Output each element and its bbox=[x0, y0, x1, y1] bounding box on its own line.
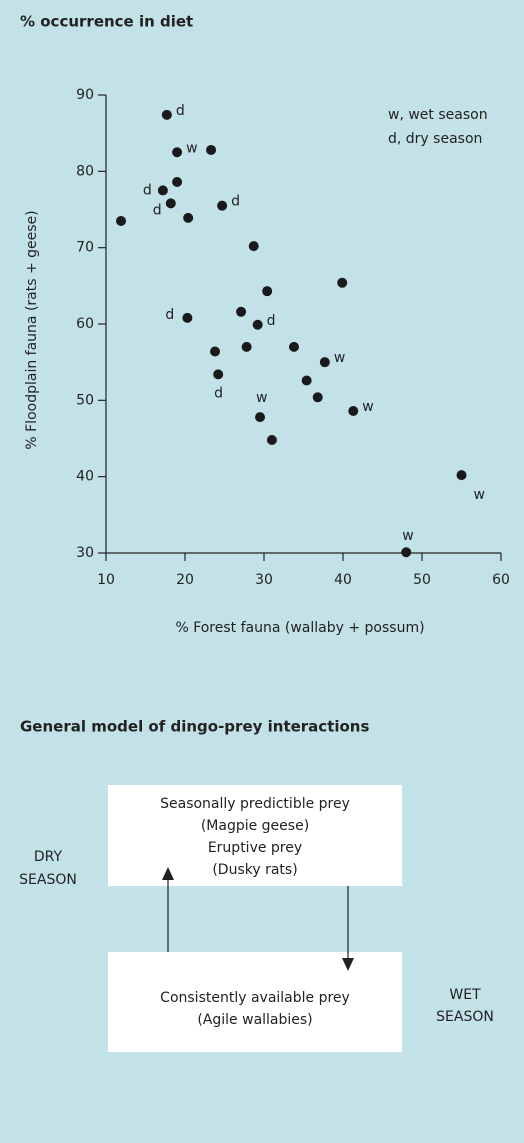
point bbox=[248, 241, 259, 252]
box-text: (Dusky rats) bbox=[212, 862, 297, 878]
point bbox=[255, 412, 266, 423]
x-tick-label: 60 bbox=[492, 572, 510, 588]
box-text: Seasonally predictible prey bbox=[160, 796, 350, 812]
season-label: SEASON bbox=[436, 1009, 494, 1025]
point bbox=[289, 341, 300, 352]
point bbox=[301, 375, 312, 386]
x-tick-label: 40 bbox=[334, 572, 352, 588]
y-tick-label: 30 bbox=[76, 545, 94, 561]
chart-title: % occurrence in diet bbox=[20, 13, 193, 31]
season-label: SEASON bbox=[19, 872, 77, 888]
point-label: w bbox=[402, 528, 413, 544]
point bbox=[348, 406, 359, 417]
point-label: d bbox=[153, 202, 162, 218]
point bbox=[165, 198, 176, 209]
y-tick-label: 80 bbox=[76, 163, 94, 179]
point-label: d bbox=[176, 103, 185, 119]
diagram-title: General model of dingo-prey interactions bbox=[20, 718, 369, 736]
point bbox=[262, 286, 273, 297]
point bbox=[172, 147, 183, 158]
y-tick-label: 70 bbox=[76, 240, 94, 256]
season-label: WET bbox=[449, 987, 481, 1003]
y-tick-label: 90 bbox=[76, 87, 94, 103]
point bbox=[217, 200, 228, 211]
point bbox=[161, 109, 172, 120]
point bbox=[312, 392, 323, 403]
point bbox=[266, 435, 277, 446]
point bbox=[206, 144, 217, 155]
point-label: w bbox=[186, 140, 197, 156]
point-label: d bbox=[143, 182, 152, 198]
point-label: w bbox=[474, 487, 485, 503]
legend-note: d, dry season bbox=[388, 131, 482, 147]
point-label: d bbox=[165, 307, 174, 323]
point bbox=[236, 306, 247, 317]
box-text: Consistently available prey bbox=[160, 990, 350, 1006]
arrowhead bbox=[162, 867, 174, 880]
x-tick-label: 20 bbox=[176, 572, 194, 588]
x-tick-label: 50 bbox=[413, 572, 431, 588]
arrowhead bbox=[342, 958, 354, 971]
point bbox=[401, 547, 412, 558]
box-text: (Agile wallabies) bbox=[197, 1012, 312, 1028]
season-label: DRY bbox=[34, 849, 63, 865]
point bbox=[210, 346, 221, 357]
legend-note: w, wet season bbox=[388, 107, 488, 123]
x-tick-label: 30 bbox=[255, 572, 273, 588]
box-text: Eruptive prey bbox=[208, 840, 302, 856]
y-tick-label: 50 bbox=[76, 392, 94, 408]
point bbox=[252, 319, 263, 330]
point-label: w bbox=[362, 399, 373, 415]
point-label: d bbox=[214, 385, 223, 401]
point bbox=[157, 185, 168, 196]
y-tick-label: 60 bbox=[76, 316, 94, 332]
point-label: w bbox=[334, 350, 345, 366]
point-label: d bbox=[267, 313, 276, 329]
top-box bbox=[108, 785, 402, 886]
point-label: w bbox=[256, 390, 267, 406]
point bbox=[116, 215, 127, 226]
y-tick-label: 40 bbox=[76, 469, 94, 485]
point bbox=[456, 470, 467, 481]
point bbox=[213, 369, 224, 380]
point bbox=[183, 212, 194, 223]
point bbox=[241, 341, 252, 352]
x-axis-title: % Forest fauna (wallaby + possum) bbox=[175, 620, 424, 636]
point-label: d bbox=[231, 194, 240, 210]
y-axis-title: % Floodplain fauna (rats + geese) bbox=[24, 210, 40, 449]
x-tick-label: 10 bbox=[97, 572, 115, 588]
box-text: (Magpie geese) bbox=[201, 818, 309, 834]
point bbox=[337, 277, 348, 288]
point bbox=[172, 177, 183, 188]
point bbox=[319, 357, 330, 368]
point bbox=[182, 312, 193, 323]
bottom-box bbox=[108, 952, 402, 1052]
